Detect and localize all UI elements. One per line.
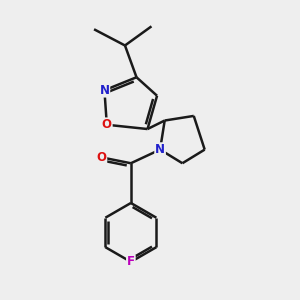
Text: F: F (127, 255, 135, 268)
Text: N: N (99, 84, 110, 97)
Text: O: O (102, 118, 112, 131)
Text: N: N (155, 143, 165, 156)
Text: O: O (96, 151, 106, 164)
